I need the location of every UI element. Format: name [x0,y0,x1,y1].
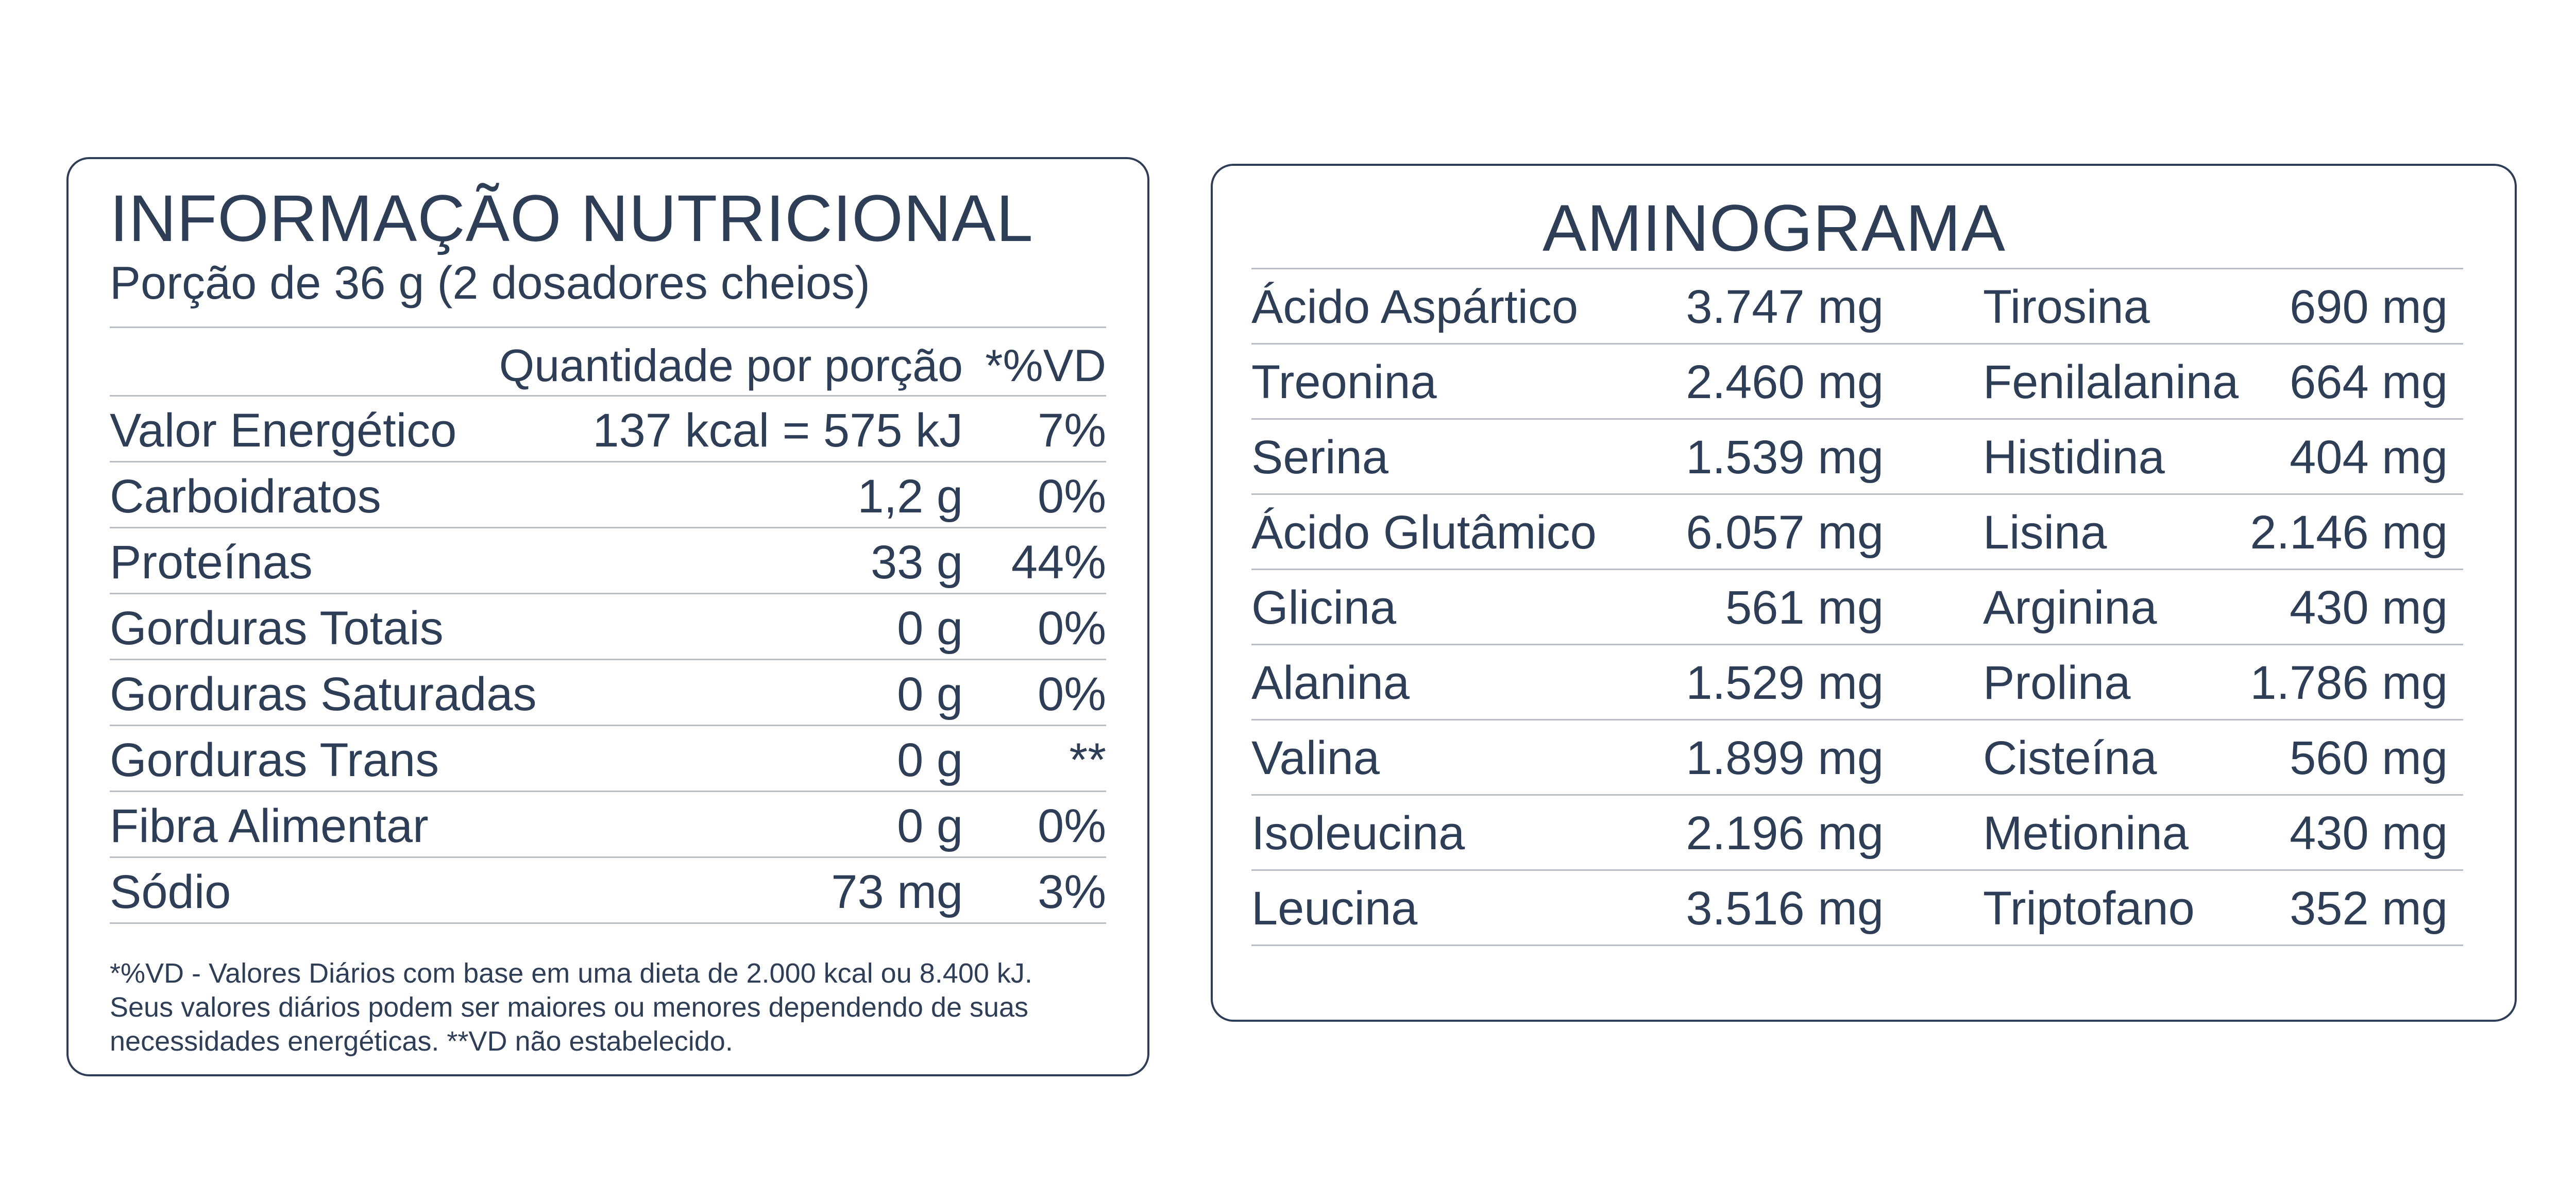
row-divider [110,527,1106,528]
nutrient-vd: 0% [1038,800,1106,852]
row-divider [110,461,1106,462]
amino-acid-value: 1.529 mg [1686,657,1884,709]
row-divider [1251,268,2463,269]
amino-acid-value: 1.539 mg [1686,431,1884,484]
nutrient-vd: 3% [1038,866,1106,918]
nutrient-amount: 0 g [897,602,963,655]
nutrient-vd: ** [1069,734,1106,786]
nutrient-label: Gorduras Trans [110,734,439,786]
nutrition-title: INFORMAÇÃO NUTRICIONAL [110,182,1033,255]
row-divider [1251,493,2463,495]
amino-acid-value: 6.057 mg [1686,506,1884,559]
row-divider [110,791,1106,792]
nutrient-vd: 0% [1038,602,1106,655]
nutrition-facts-panel: INFORMAÇÃO NUTRICIONAL Porção de 36 g (2… [66,157,1149,1076]
amino-acid-name: Isoleucina [1251,807,1465,860]
nutrient-amount: 0 g [897,668,963,720]
amino-acid-value: 560 mg [2290,732,2448,784]
row-divider [110,593,1106,594]
amino-acid-value: 404 mg [2290,431,2448,484]
amino-acid-value: 1.899 mg [1686,732,1884,784]
row-divider [110,922,1106,924]
amino-acid-name: Arginina [1983,581,2157,634]
nutrient-amount: 73 mg [831,866,963,918]
amino-acid-name: Fenilalanina [1983,356,2239,408]
nutrient-label: Gorduras Totais [110,602,444,655]
nutrient-label: Carboidratos [110,470,381,523]
aminogram-panel: AMINOGRAMA Ácido Aspártico 3.747 mg Treoni… [1211,164,2517,1022]
amino-acid-name: Lisina [1983,506,2107,559]
amino-acid-value: 2.146 mg [2250,506,2448,559]
amino-acid-value: 3.747 mg [1686,281,1884,333]
header-vd: *%VD [985,340,1106,391]
row-divider [110,659,1106,660]
nutrient-label: Proteínas [110,536,313,589]
row-divider [1251,569,2463,570]
row-divider [1251,343,2463,345]
nutrient-label: Valor Energético [110,404,457,457]
amino-acid-value: 1.786 mg [2250,657,2448,709]
amino-acid-name: Valina [1251,732,1380,784]
nutrient-vd: 7% [1038,404,1106,457]
amino-acid-name: Tirosina [1983,281,2150,333]
amino-acid-name: Cisteína [1983,732,2157,784]
amino-acid-value: 430 mg [2290,807,2448,860]
amino-acid-name: Ácido Glutâmico [1251,506,1597,559]
nutrient-amount: 0 g [897,734,963,786]
row-divider [110,725,1106,726]
nutrient-amount: 137 kcal = 575 kJ [592,404,963,457]
serving-size: Porção de 36 g (2 dosadores cheios) [110,257,870,309]
amino-acid-name: Leucina [1251,882,1418,935]
row-divider [1251,719,2463,720]
nutrient-vd: 0% [1038,668,1106,720]
nutrient-amount: 0 g [897,800,963,852]
amino-acid-value: 430 mg [2290,581,2448,634]
amino-acid-value: 664 mg [2290,356,2448,408]
nutrient-label: Fibra Alimentar [110,800,429,852]
amino-acid-value: 352 mg [2290,882,2448,935]
row-divider [110,856,1106,858]
amino-acid-value: 2.196 mg [1686,807,1884,860]
amino-acid-value: 690 mg [2290,281,2448,333]
nutrient-vd: 0% [1038,470,1106,523]
nutrient-label: Sódio [110,866,231,918]
row-divider [1251,644,2463,645]
row-divider [1251,794,2463,796]
amino-acid-name: Glicina [1251,581,1397,634]
amino-acid-name: Treonina [1251,356,1437,408]
amino-acid-name: Metionina [1983,807,2189,860]
row-divider [1251,418,2463,420]
row-divider [1251,945,2463,946]
divider [110,327,1106,328]
nutrient-amount: 1,2 g [857,470,963,523]
amino-acid-name: Histidina [1983,431,2165,484]
nutrient-amount: 33 g [870,536,963,589]
amino-acid-name: Alanina [1251,657,1410,709]
nutrient-vd: 44% [1011,536,1106,589]
row-divider [1251,869,2463,871]
nutrition-footnote: *%VD - Valores Diários com base em uma d… [110,958,1032,1057]
nutrient-label: Gorduras Saturadas [110,668,537,720]
amino-acid-value: 2.460 mg [1686,356,1884,408]
amino-acid-name: Triptofano [1983,882,2195,935]
amino-acid-name: Serina [1251,431,1388,484]
row-divider [110,395,1106,397]
aminogram-title: AMINOGRAMA [1543,192,2006,265]
header-amount: Quantidade por porção [499,340,963,391]
amino-acid-name: Ácido Aspártico [1251,281,1579,333]
amino-acid-value: 3.516 mg [1686,882,1884,935]
amino-acid-name: Prolina [1983,657,2131,709]
amino-acid-value: 561 mg [1725,581,1884,634]
